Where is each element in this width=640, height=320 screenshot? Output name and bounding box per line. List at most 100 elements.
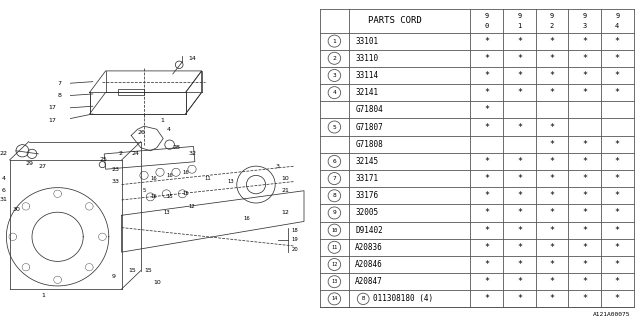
Text: 9: 9 — [333, 211, 336, 215]
Text: 4: 4 — [333, 90, 336, 95]
Text: *: * — [517, 36, 522, 46]
Text: 14: 14 — [189, 56, 196, 61]
Text: 29: 29 — [26, 161, 34, 165]
Text: *: * — [517, 208, 522, 218]
Text: *: * — [484, 208, 489, 218]
Text: *: * — [550, 277, 554, 286]
Text: 17: 17 — [48, 105, 56, 110]
Text: *: * — [550, 123, 554, 132]
Text: *: * — [582, 140, 587, 149]
Text: *: * — [582, 208, 587, 218]
Text: 25: 25 — [99, 157, 107, 163]
Text: *: * — [517, 243, 522, 252]
Text: 6: 6 — [2, 188, 6, 193]
Text: *: * — [615, 277, 620, 286]
Text: *: * — [550, 140, 554, 149]
Text: *: * — [484, 191, 489, 200]
Text: 23: 23 — [112, 167, 120, 172]
Text: *: * — [517, 191, 522, 200]
Text: *: * — [484, 54, 489, 63]
Text: *: * — [484, 105, 489, 114]
Text: A20846: A20846 — [355, 260, 383, 269]
Text: *: * — [582, 226, 587, 235]
Text: 20: 20 — [291, 247, 298, 252]
Bar — [118, 89, 144, 95]
Text: PARTS CORD: PARTS CORD — [369, 17, 422, 26]
Text: *: * — [484, 226, 489, 235]
Text: 8: 8 — [333, 193, 336, 198]
Text: *: * — [517, 123, 522, 132]
Text: G71807: G71807 — [355, 123, 383, 132]
Text: *: * — [615, 243, 620, 252]
Text: *: * — [550, 191, 554, 200]
Text: 30: 30 — [13, 207, 20, 212]
Text: *: * — [582, 191, 587, 200]
Bar — [104, 147, 195, 169]
Text: 9: 9 — [112, 274, 116, 279]
Text: *: * — [615, 36, 620, 46]
Text: 4: 4 — [615, 23, 620, 28]
Text: *: * — [484, 123, 489, 132]
Text: *: * — [615, 260, 620, 269]
Text: 32005: 32005 — [355, 208, 378, 218]
Text: 15: 15 — [182, 191, 189, 196]
Text: 1: 1 — [160, 117, 164, 123]
Text: 0: 0 — [484, 23, 489, 28]
Text: 12: 12 — [189, 204, 195, 209]
Text: *: * — [615, 294, 620, 303]
Text: 10: 10 — [282, 176, 289, 181]
Text: 16: 16 — [182, 170, 189, 175]
Text: *: * — [582, 243, 587, 252]
Text: 16: 16 — [166, 173, 173, 178]
Text: 4: 4 — [166, 127, 170, 132]
Text: 13: 13 — [332, 279, 337, 284]
Text: 32141: 32141 — [355, 88, 378, 97]
Text: *: * — [550, 226, 554, 235]
Text: *: * — [550, 208, 554, 218]
Text: *: * — [615, 140, 620, 149]
Text: *: * — [615, 191, 620, 200]
Text: *: * — [582, 71, 587, 80]
Text: *: * — [582, 174, 587, 183]
Text: *: * — [517, 226, 522, 235]
Text: *: * — [550, 36, 554, 46]
Text: 9: 9 — [582, 13, 587, 20]
Text: *: * — [517, 88, 522, 97]
Text: 17: 17 — [48, 117, 56, 123]
Text: 11: 11 — [332, 245, 337, 250]
Text: *: * — [484, 243, 489, 252]
Text: 6: 6 — [333, 159, 336, 164]
Text: A20836: A20836 — [355, 243, 383, 252]
Text: *: * — [550, 174, 554, 183]
Text: 7: 7 — [333, 176, 336, 181]
Text: *: * — [615, 88, 620, 97]
Text: 28: 28 — [173, 145, 180, 150]
Text: 16: 16 — [150, 176, 157, 181]
Text: 9: 9 — [517, 13, 522, 20]
Text: 10: 10 — [154, 280, 161, 285]
Text: *: * — [517, 260, 522, 269]
Text: 2: 2 — [550, 23, 554, 28]
Text: 31: 31 — [0, 197, 8, 203]
Text: 12: 12 — [332, 262, 337, 267]
Text: *: * — [484, 71, 489, 80]
Text: *: * — [550, 260, 554, 269]
Text: *: * — [582, 157, 587, 166]
Text: 26: 26 — [138, 130, 145, 135]
Text: A121A00075: A121A00075 — [593, 312, 630, 317]
Text: *: * — [484, 157, 489, 166]
Text: 33110: 33110 — [355, 54, 378, 63]
Text: 5: 5 — [142, 188, 146, 193]
Text: *: * — [517, 174, 522, 183]
Text: *: * — [582, 294, 587, 303]
Text: *: * — [484, 277, 489, 286]
Text: 13: 13 — [163, 210, 170, 215]
Text: 3: 3 — [333, 73, 336, 78]
Text: G71808: G71808 — [355, 140, 383, 149]
Text: 33176: 33176 — [355, 191, 378, 200]
Text: 10: 10 — [332, 228, 337, 233]
Text: *: * — [550, 88, 554, 97]
Text: *: * — [615, 174, 620, 183]
Text: *: * — [550, 243, 554, 252]
Text: 32145: 32145 — [355, 157, 378, 166]
